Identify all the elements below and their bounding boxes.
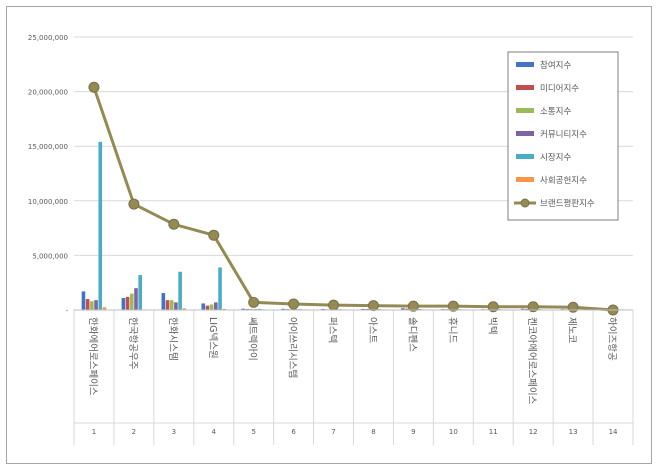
bar — [129, 293, 134, 310]
bar — [98, 141, 103, 310]
category-index-label: 3 — [172, 428, 176, 436]
category-index-label: 4 — [212, 428, 217, 436]
brand-index-point — [88, 81, 100, 93]
category-index-label: 1 — [92, 428, 96, 436]
bar — [218, 267, 222, 310]
y-axis: - 5,000,000 10,000,000 15,000,000 20,000,000… — [28, 34, 69, 315]
bar — [182, 308, 187, 310]
category-index-label: 14 — [609, 428, 618, 436]
category-label: 한국항공우주 — [127, 317, 138, 370]
category-label: 휴니드 — [446, 317, 457, 343]
category-index-label: 10 — [449, 428, 458, 436]
brand-index-point — [128, 198, 140, 210]
brand-index-point — [208, 229, 220, 241]
legend-swatch — [516, 108, 534, 113]
category-index-label: 12 — [529, 428, 538, 436]
category-index-label: 9 — [411, 428, 415, 436]
category-index-label: 2 — [132, 428, 136, 436]
bar — [520, 308, 525, 310]
bar — [241, 308, 245, 310]
category-index-label: 7 — [331, 428, 335, 436]
y-tick-label: 15,000,000 — [28, 143, 68, 151]
brand-index-point — [328, 299, 340, 311]
y-tick-label: 20,000,000 — [28, 89, 68, 97]
chart-frame: - 5,000,000 10,000,000 15,000,000 20,000,000… — [6, 6, 652, 464]
legend-label: 소통지수 — [540, 107, 571, 117]
brand-index-line — [88, 81, 619, 316]
category-label: 솔디펜스 — [406, 317, 417, 352]
brand-index-point — [567, 301, 579, 313]
legend-label: 미디어지수 — [540, 83, 579, 94]
category-label: 쎄트렉아이 — [247, 317, 258, 361]
bar — [102, 307, 107, 310]
x-axis: 한화에어로스페이스 1 한국항공우주 2 한화시스템 3 LIG넥스원 4 쎄트렉아이 5 아이쓰리… — [73, 309, 634, 445]
category-label: 켄코아에어로스페이스 — [526, 317, 537, 405]
brand-index-point — [288, 298, 300, 310]
category-label: 한화에어로스페이스 — [87, 317, 98, 396]
brand-index-point — [447, 300, 459, 312]
category-label: 아스트 — [366, 317, 377, 343]
chart-canvas: - 5,000,000 10,000,000 15,000,000 20,000,000… — [28, 34, 634, 445]
category-label: LIG넥스원 — [207, 317, 218, 359]
category-label: 아이쓰리시스템 — [287, 317, 299, 378]
category-index-label: 5 — [251, 428, 255, 436]
bar — [125, 296, 130, 310]
legend-swatch — [516, 85, 534, 90]
bar — [214, 302, 218, 310]
brand-index-point — [168, 218, 180, 230]
category-label: 하이즈항공 — [606, 317, 618, 361]
bar — [169, 300, 174, 310]
bar — [281, 308, 285, 310]
legend-label: 시장지수 — [540, 152, 571, 163]
bar — [85, 299, 90, 310]
brand-index-point — [487, 301, 499, 313]
bar — [138, 275, 142, 310]
y-tick-label: 5,000,000 — [32, 252, 68, 260]
y-tick-label: - — [65, 307, 68, 315]
bar — [205, 305, 210, 310]
bar — [361, 308, 365, 310]
legend-label: 브랜드평판지수 — [540, 198, 595, 209]
category-label: 퍼스텍 — [327, 317, 338, 343]
bar — [134, 288, 138, 310]
brand-index-point — [367, 300, 379, 312]
bar — [178, 271, 182, 310]
brand-index-point — [248, 296, 260, 308]
legend-swatch — [516, 154, 534, 159]
category-index-label: 6 — [291, 428, 296, 436]
brand-index-line-path — [92, 86, 614, 312]
legend-swatch — [516, 62, 534, 67]
bar — [81, 291, 86, 310]
category-index-label: 8 — [371, 428, 375, 436]
brand-index-point — [527, 301, 539, 313]
y-tick-label: 25,000,000 — [28, 34, 68, 42]
bar — [165, 300, 170, 310]
category-index-label: 13 — [569, 428, 578, 436]
bar — [405, 308, 409, 310]
legend-label: 커뮤니티지수 — [540, 129, 587, 140]
category-label: 빅텍 — [486, 317, 497, 334]
bar — [258, 308, 262, 310]
bar — [222, 308, 227, 310]
category-index-label: 11 — [489, 428, 498, 436]
legend-swatch — [516, 177, 534, 182]
bar — [209, 304, 214, 310]
legend-label: 사회공헌지수 — [540, 176, 587, 186]
bar — [401, 308, 405, 310]
bar — [201, 303, 206, 310]
legend-marker — [520, 198, 530, 208]
bar — [121, 297, 126, 310]
bar — [94, 300, 98, 310]
category-label: 제노코 — [566, 317, 577, 343]
legend-label: 참여지수 — [540, 60, 571, 71]
bar — [90, 301, 94, 310]
bar — [161, 293, 166, 310]
bar — [174, 302, 178, 310]
brand-index-point — [407, 300, 419, 312]
legend-swatch — [516, 131, 534, 136]
y-tick-label: 10,000,000 — [28, 198, 68, 206]
category-label: 한화시스템 — [167, 317, 179, 361]
